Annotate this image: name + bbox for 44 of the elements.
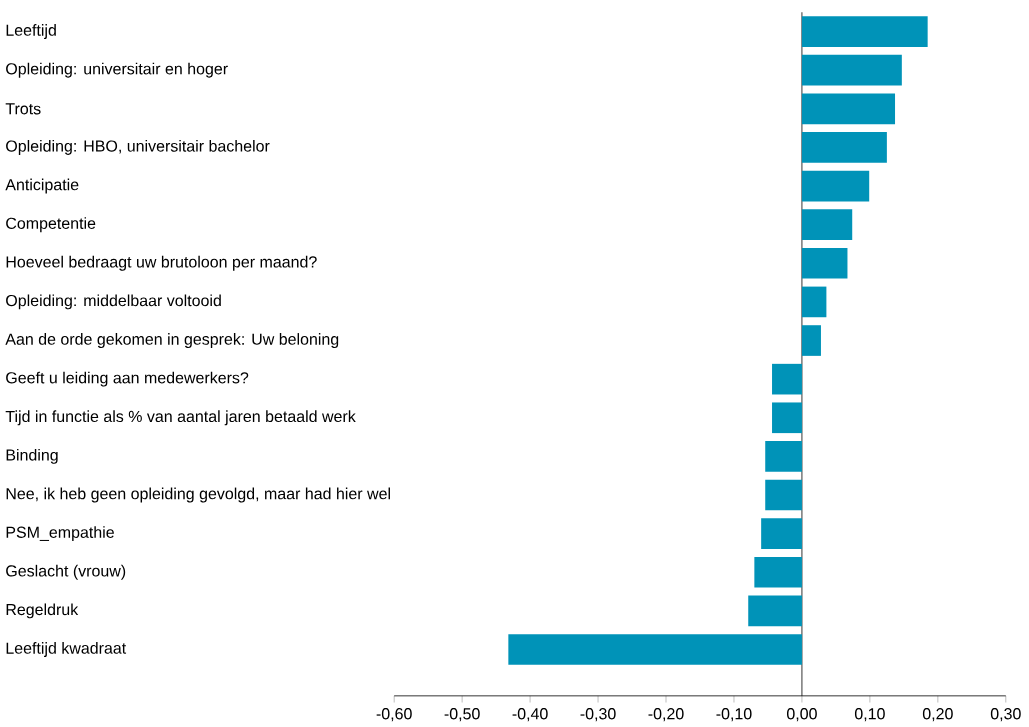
y-tick-label: PSM_empathie	[6, 526, 114, 542]
x-tick-label: 0,30	[990, 708, 1021, 722]
bar	[765, 479, 802, 511]
x-tick-label: 0,10	[854, 708, 885, 722]
bar	[772, 364, 802, 395]
x-tick-label: -0,20	[648, 708, 684, 722]
y-tick-label: Opleiding: universitair en hoger	[6, 62, 228, 78]
x-tick-label: 0,20	[922, 708, 953, 722]
x-tick-label: -0,40	[512, 708, 548, 722]
y-tick-label: Tijd in functie als % van aantal jaren betaald werk	[5, 410, 356, 426]
bar	[801, 286, 827, 318]
bar	[765, 441, 802, 472]
bar	[801, 93, 896, 125]
y-tick-label: Hoeveel bedraagt uw brutoloon per maand?	[6, 256, 317, 271]
bar	[761, 518, 802, 550]
x-tick-label: -0,10	[716, 708, 752, 722]
bar	[748, 595, 802, 627]
y-tick-label: Aan de orde gekomen in gesprek: Uw beloning	[5, 333, 339, 349]
y-tick-label: Anticipatie	[5, 178, 79, 194]
bar	[801, 325, 821, 357]
bar	[801, 248, 848, 279]
y-tick-label: Opleiding: middelbaar voltooid	[6, 294, 221, 310]
bar	[754, 557, 802, 588]
bar	[772, 402, 802, 434]
bar	[508, 634, 802, 666]
y-tick-label: Leeftijd kwadraat	[6, 642, 127, 658]
x-tick-label: -0,30	[580, 708, 616, 722]
bar	[801, 55, 902, 86]
x-tick-label: 0,00	[787, 708, 817, 722]
y-tick-label: Competentie	[6, 217, 96, 233]
y-tick-label: Nee, ik heb geen opleiding gevolgd, maar had hier wel	[6, 487, 390, 503]
y-tick-label: Geeft u leiding aan medewerkers?	[6, 371, 249, 387]
y-tick-label: Regeldruk	[6, 603, 79, 619]
bar	[801, 132, 887, 163]
y-tick-label: Leeftijd	[6, 24, 56, 40]
y-tick-label: Binding	[6, 449, 58, 465]
x-tick-label: -0,50	[444, 708, 480, 722]
bar	[801, 209, 853, 241]
y-tick-label: Opleiding: HBO, universitair bachelor	[6, 140, 270, 156]
y-tick-label: Trots	[5, 103, 41, 115]
x-tick-label: -0,60	[376, 708, 412, 722]
y-tick-label: Geslacht (vrouw)	[6, 565, 126, 580]
bar	[801, 170, 870, 202]
bar	[801, 16, 928, 48]
